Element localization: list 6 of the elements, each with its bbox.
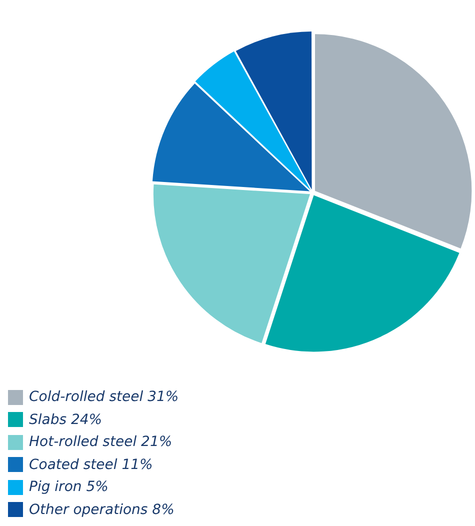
legend-label: Other operations 8%: [29, 502, 174, 518]
legend-label: Hot-rolled steel 21%: [29, 434, 172, 450]
legend-label: Pig iron 5%: [29, 479, 108, 496]
legend-label: Slabs 24%: [29, 412, 102, 428]
legend-label: Cold-rolled steel 31%: [29, 389, 179, 406]
legend-label: Coated steel 11%: [29, 456, 153, 473]
